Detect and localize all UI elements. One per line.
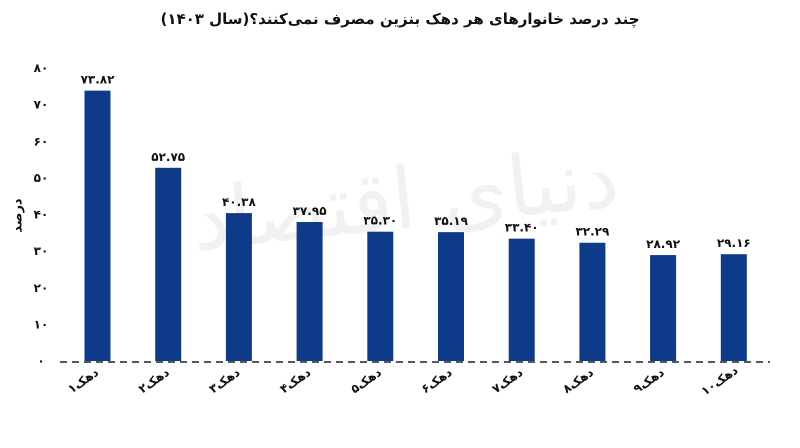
y-tick-label: ۵۰	[34, 171, 49, 185]
x-tick-label: دهک۱۰	[699, 363, 741, 398]
bar	[438, 232, 464, 361]
bar	[84, 90, 111, 361]
bar	[225, 213, 252, 361]
bar	[720, 254, 747, 361]
x-tick-label: دهک۹	[631, 365, 667, 396]
x-tick-label: دهک۸	[560, 365, 596, 396]
x-tick-label: دهک۵	[348, 365, 384, 396]
x-tick-label: دهک۴	[277, 365, 313, 396]
data-label: ۳۳.۴۰	[505, 221, 539, 235]
data-label: ۴۰.۳۸	[222, 195, 257, 209]
x-tick-label: دهک۶	[419, 365, 455, 396]
data-label: ۲۸.۹۲	[646, 237, 681, 251]
data-label: ۳۵.۱۹	[434, 214, 469, 228]
data-label: ۳۵.۳۰	[363, 214, 397, 228]
y-tick-label: ۲۰	[34, 281, 49, 295]
x-tick-label: دهک۳	[207, 365, 243, 396]
data-label: ۳۷.۹۵	[293, 204, 327, 218]
y-tick-label: ۴۰	[34, 208, 49, 222]
data-label: ۷۳.۸۲	[81, 73, 116, 87]
y-tick-label: ۷۰	[34, 98, 49, 112]
bar	[367, 231, 394, 361]
bar	[650, 255, 677, 361]
data-label: ۵۲.۷۵	[151, 150, 185, 164]
chart-title: چند درصد خانوارهای هر دهک بنزین مصرف نمی…	[160, 10, 640, 28]
x-tick-label: دهک۲	[136, 365, 172, 396]
bar	[579, 242, 606, 361]
y-tick-label: ۶۰	[34, 134, 49, 148]
y-tick-label: ۳۰	[34, 244, 49, 258]
data-label: ۲۹.۱۶	[717, 236, 751, 250]
x-tick-label: دهک۷	[489, 365, 525, 396]
y-tick-label: ۱۰	[34, 317, 49, 331]
data-label: ۳۲.۲۹	[575, 225, 610, 239]
bar	[508, 238, 535, 361]
y-tick-label: ۸۰	[34, 61, 49, 75]
bar	[155, 167, 182, 361]
y-tick-label: ۰	[37, 354, 44, 368]
bar	[296, 222, 323, 361]
x-tick-label: دهک۱	[65, 365, 101, 396]
